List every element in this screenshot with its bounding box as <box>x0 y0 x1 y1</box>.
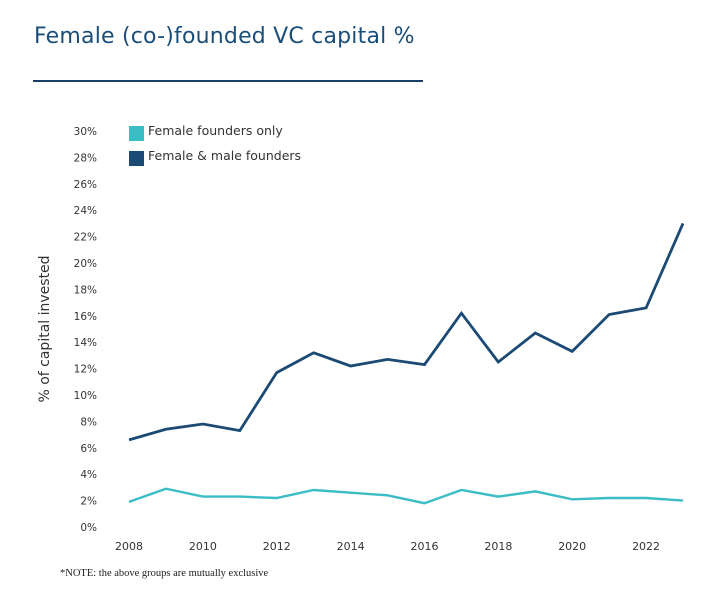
x-tick-label: 2022 <box>632 540 660 553</box>
legend-swatch <box>129 126 144 141</box>
y-tick-label: 10% <box>74 390 97 402</box>
y-tick-label: 2% <box>80 496 97 508</box>
y-axis-label: % of capital invested <box>37 255 53 402</box>
legend-swatch <box>129 151 144 166</box>
legend-label: Female & male founders <box>148 148 301 163</box>
chart-title: Female (co-)founded VC capital % <box>34 24 415 49</box>
series-line-female-male <box>128 222 685 442</box>
y-tick-label: 20% <box>74 258 97 270</box>
y-tick-label: 30% <box>74 126 97 138</box>
x-tick-label: 2012 <box>263 540 291 553</box>
y-tick-label: 18% <box>74 284 97 296</box>
y-tick-label: 6% <box>80 443 97 455</box>
x-tick-label: 2016 <box>410 540 438 553</box>
x-tick-label: 2010 <box>189 540 217 553</box>
y-tick-label: 22% <box>74 232 97 244</box>
x-axis-ticks: 2008 2010 2012 2014 2016 2018 2020 2022 <box>115 540 660 553</box>
y-tick-label: 28% <box>74 152 97 164</box>
y-tick-label: 26% <box>74 179 97 191</box>
series-lines <box>128 222 685 505</box>
y-tick-label: 16% <box>74 311 97 323</box>
footnote: *NOTE: the above groups are mutually exc… <box>60 568 269 579</box>
legend: Female founders only Female & male founde… <box>129 123 301 166</box>
y-tick-label: 14% <box>74 337 97 349</box>
y-axis-ticks: 0% 2% 4% 6% 8% 10% 12% 14% 16% 18% 20% 22% 24% 26% 28%… <box>74 126 97 534</box>
series-line-female-only <box>128 487 684 505</box>
y-tick-label: 8% <box>80 416 97 428</box>
x-tick-label: 2020 <box>558 540 586 553</box>
y-tick-label: 24% <box>74 205 97 217</box>
legend-label: Female founders only <box>148 123 283 138</box>
x-tick-label: 2008 <box>115 540 143 553</box>
y-tick-label: 0% <box>80 522 97 534</box>
x-tick-label: 2014 <box>337 540 365 553</box>
title-divider <box>33 80 423 82</box>
x-tick-label: 2018 <box>484 540 512 553</box>
y-tick-label: 4% <box>80 469 97 481</box>
y-tick-label: 12% <box>74 364 97 376</box>
